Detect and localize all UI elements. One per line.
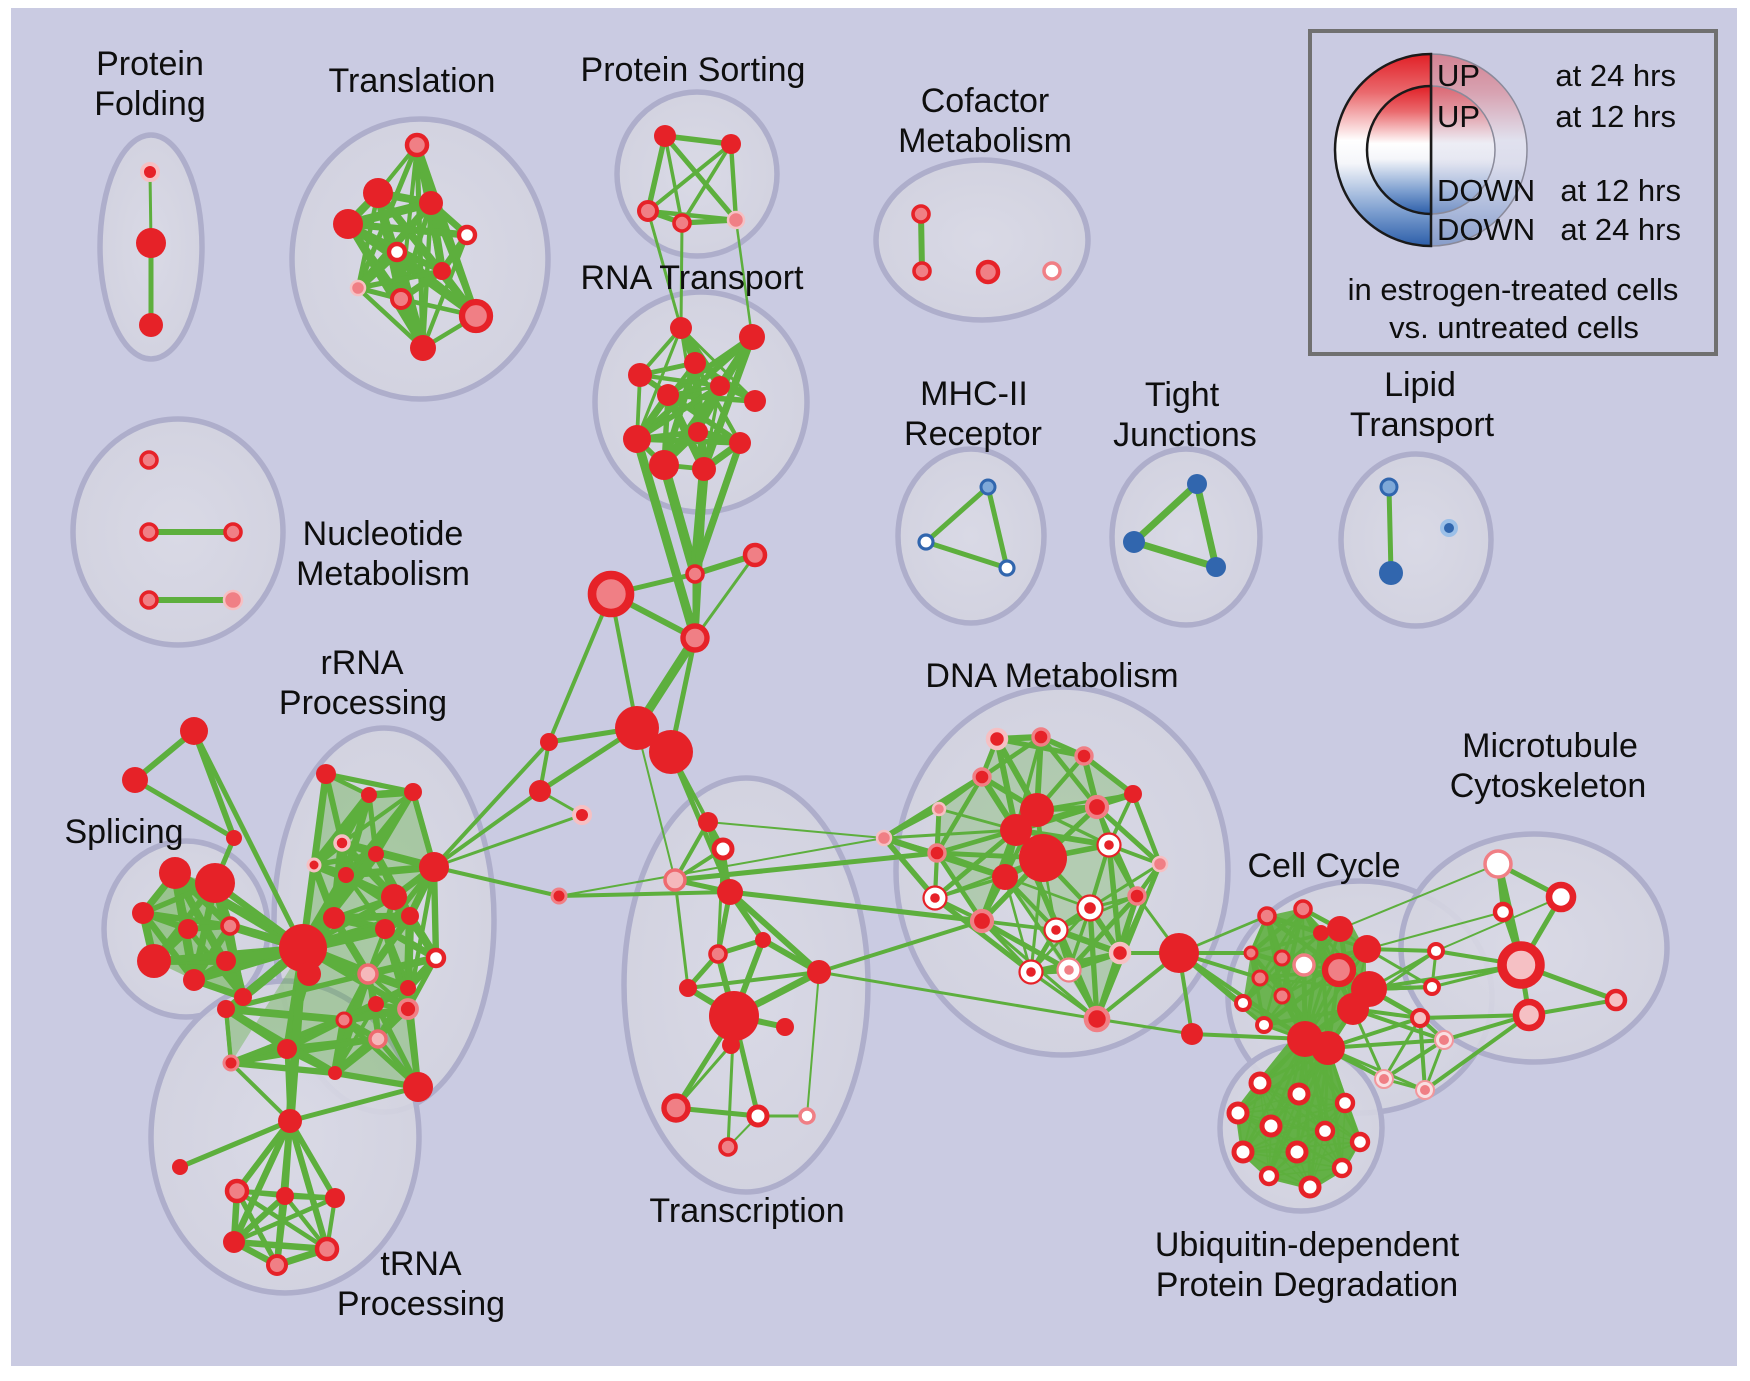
svg-text:Nucleotide: Nucleotide xyxy=(303,515,464,553)
svg-text:Transcription: Transcription xyxy=(649,1192,844,1230)
svg-text:UP: UP xyxy=(1437,99,1480,134)
svg-text:Protein Degradation: Protein Degradation xyxy=(1156,1266,1458,1304)
svg-text:UP: UP xyxy=(1437,58,1480,93)
svg-text:Cell Cycle: Cell Cycle xyxy=(1247,847,1400,885)
svg-text:rRNA: rRNA xyxy=(320,644,403,682)
svg-text:tRNA: tRNA xyxy=(380,1245,462,1283)
svg-text:at 12 hrs: at 12 hrs xyxy=(1560,173,1681,208)
svg-text:Cofactor: Cofactor xyxy=(921,82,1050,120)
svg-text:DOWN: DOWN xyxy=(1437,212,1535,247)
svg-text:Junctions: Junctions xyxy=(1113,416,1257,454)
svg-text:Lipid: Lipid xyxy=(1384,366,1456,404)
svg-text:Protein: Protein xyxy=(96,45,204,83)
svg-text:Cytoskeleton: Cytoskeleton xyxy=(1450,767,1647,805)
svg-text:Metabolism: Metabolism xyxy=(898,122,1072,160)
svg-text:Splicing: Splicing xyxy=(64,813,183,851)
svg-text:at 24 hrs: at 24 hrs xyxy=(1560,212,1681,247)
svg-text:Metabolism: Metabolism xyxy=(296,555,470,593)
svg-text:in estrogen-treated cells: in estrogen-treated cells xyxy=(1348,272,1679,307)
svg-text:Processing: Processing xyxy=(337,1285,505,1323)
svg-text:Translation: Translation xyxy=(329,62,496,100)
svg-text:DNA Metabolism: DNA Metabolism xyxy=(925,657,1178,695)
svg-text:vs. untreated cells: vs. untreated cells xyxy=(1389,310,1639,345)
svg-text:at 12 hrs: at 12 hrs xyxy=(1555,99,1676,134)
svg-text:Folding: Folding xyxy=(94,85,206,123)
svg-text:RNA Transport: RNA Transport xyxy=(581,259,805,297)
svg-text:Ubiquitin-dependent: Ubiquitin-dependent xyxy=(1155,1226,1460,1264)
svg-text:Processing: Processing xyxy=(279,684,447,722)
svg-text:Tight: Tight xyxy=(1145,376,1220,414)
svg-text:Protein Sorting: Protein Sorting xyxy=(581,51,806,89)
svg-text:DOWN: DOWN xyxy=(1437,173,1535,208)
svg-text:Microtubule: Microtubule xyxy=(1462,727,1638,765)
svg-text:MHC-II: MHC-II xyxy=(920,375,1028,413)
svg-text:Receptor: Receptor xyxy=(904,415,1042,453)
svg-text:Transport: Transport xyxy=(1350,406,1495,444)
svg-text:at 24 hrs: at 24 hrs xyxy=(1555,58,1676,93)
